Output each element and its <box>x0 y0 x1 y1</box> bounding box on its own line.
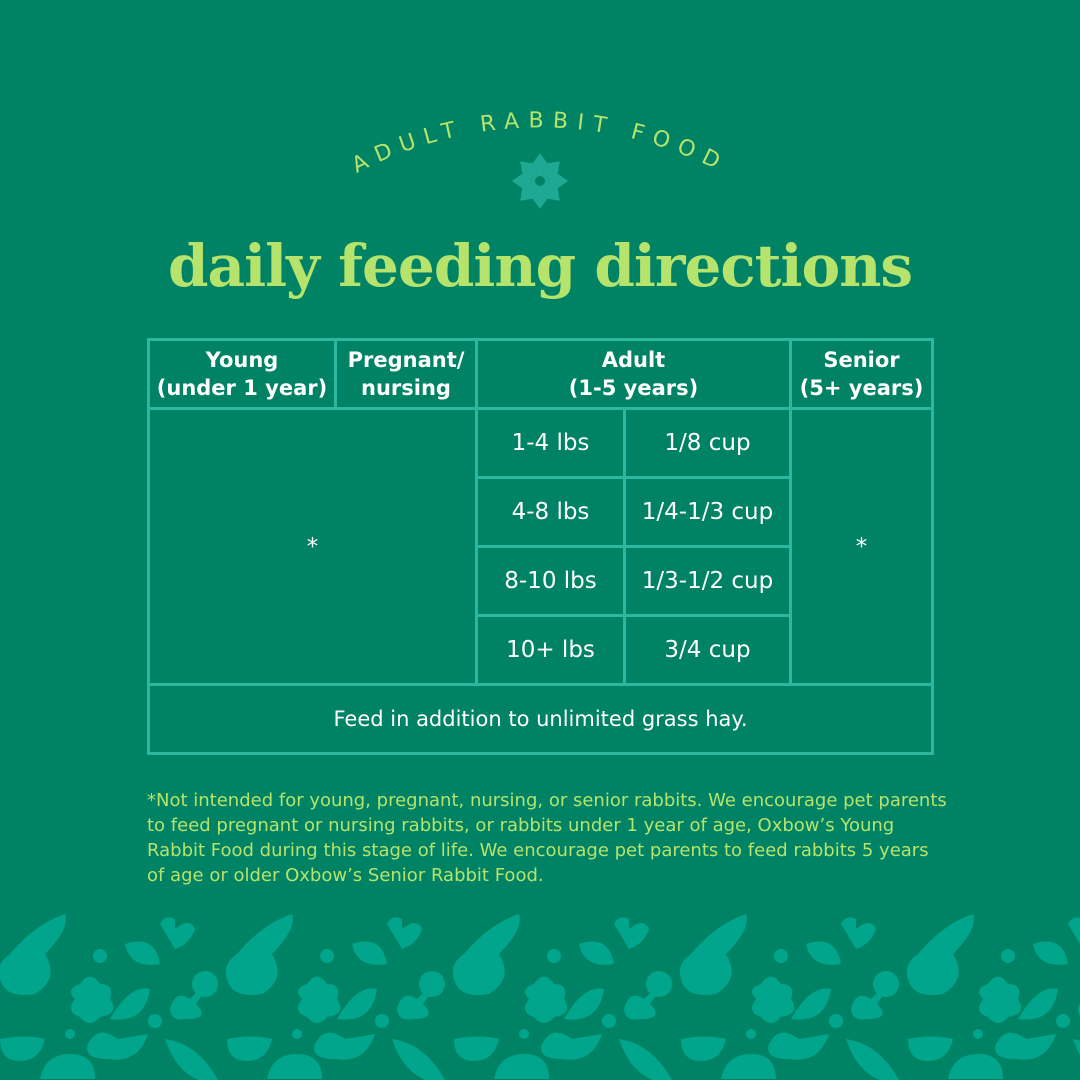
feeding-table: Young (under 1 year) Pregnant/nursing Adu… <box>147 338 934 755</box>
young-pregnant-cell: * <box>147 407 478 686</box>
weight-cell: 10+ lbs <box>475 614 626 686</box>
table-row: 8-10 lbs 1/3-1/2 cup <box>149 545 933 617</box>
table-header-row: Young (under 1 year) Pregnant/nursing Adu… <box>147 338 934 410</box>
header-senior: Senior (5+ years) <box>789 338 934 410</box>
table-note-row: Feed in addition to unlimited grass hay. <box>147 683 934 755</box>
amount-cell: 3/4 cup <box>623 614 792 686</box>
decorative-pattern <box>0 914 1080 1080</box>
header-adult: Adult (1-5 years) <box>475 338 792 410</box>
table-row: * 1-4 lbs 1/8 cup * <box>147 407 934 686</box>
eyebrow-arc: ADULT RABBIT FOOD <box>348 108 723 209</box>
table-row: 4-8 lbs 1/4-1/3 cup <box>149 476 933 548</box>
footnote: *Not intended for young, pregnant, nursi… <box>147 790 947 886</box>
page-title: daily feeding directions <box>167 232 913 300</box>
header-young: Young (under 1 year) <box>147 338 337 410</box>
flower-icon <box>512 153 568 209</box>
weight-cell: 4-8 lbs <box>475 476 626 548</box>
header-pregnant: Pregnant/nursing <box>334 338 478 410</box>
amount-cell: 1/3-1/2 cup <box>623 545 792 617</box>
amount-cell: 1/4-1/3 cup <box>623 476 792 548</box>
amount-cell: 1/8 cup <box>623 407 792 479</box>
table-row: 10+ lbs 3/4 cup <box>149 614 933 686</box>
weight-cell: 1-4 lbs <box>475 407 626 479</box>
table-note: Feed in addition to unlimited grass hay. <box>147 683 934 755</box>
weight-cell: 8-10 lbs <box>475 545 626 617</box>
senior-cell: * <box>789 407 934 686</box>
